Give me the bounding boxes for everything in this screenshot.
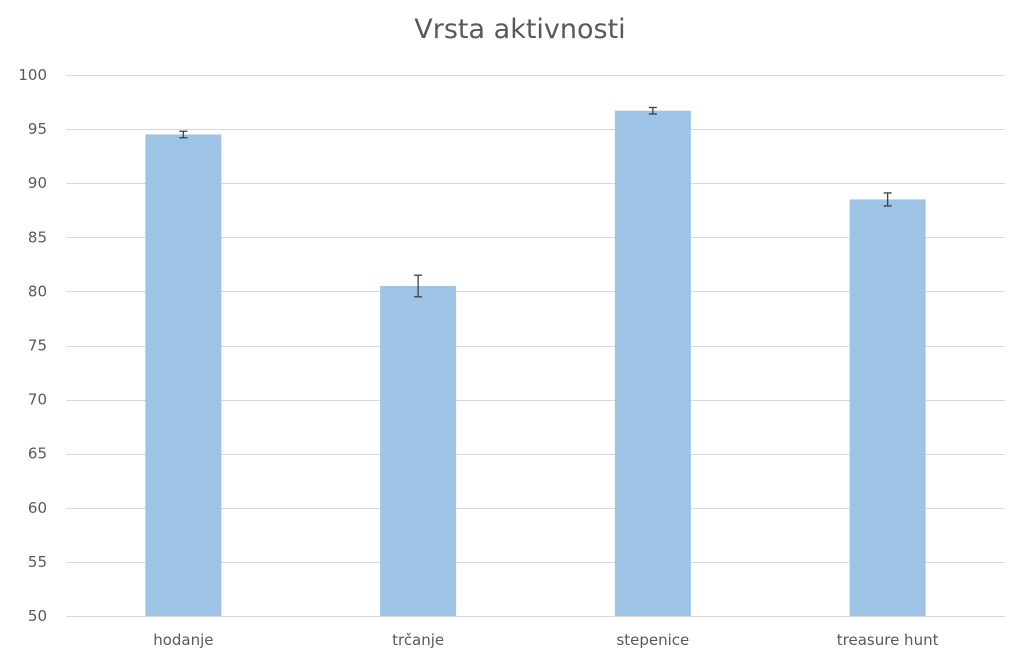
error-bar xyxy=(414,274,423,298)
error-bars xyxy=(179,106,892,298)
bar xyxy=(145,134,222,616)
y-tick-label: 60 xyxy=(28,499,47,517)
chart-title: Vrsta aktivnosti xyxy=(414,14,625,45)
y-tick-label: 85 xyxy=(28,228,47,246)
bar xyxy=(849,199,926,616)
y-axis-ticks: 50 55 60 65 70 75 80 85 90 95 100 xyxy=(18,66,47,625)
x-category-label: trčanje xyxy=(392,631,444,649)
gridlines xyxy=(66,75,1005,617)
x-category-label: stepenice xyxy=(616,631,689,649)
bar xyxy=(614,110,691,617)
bar xyxy=(380,285,457,616)
error-bar xyxy=(883,192,892,207)
y-tick-label: 50 xyxy=(28,607,47,625)
error-bar xyxy=(648,106,657,115)
y-tick-label: 65 xyxy=(28,445,47,463)
y-tick-label: 55 xyxy=(28,553,47,571)
y-tick-label: 90 xyxy=(28,174,47,192)
y-tick-label: 80 xyxy=(28,282,47,300)
x-category-label: treasure hunt xyxy=(837,631,939,649)
bars xyxy=(145,110,926,617)
x-category-label: hodanje xyxy=(153,631,213,649)
y-tick-label: 70 xyxy=(28,391,47,409)
x-axis-categories: hodanje trčanje stepenice treasure hunt xyxy=(153,631,938,649)
error-bar xyxy=(179,130,188,139)
y-tick-label: 100 xyxy=(18,66,47,84)
y-tick-label: 75 xyxy=(28,337,47,355)
y-tick-label: 95 xyxy=(28,120,47,138)
